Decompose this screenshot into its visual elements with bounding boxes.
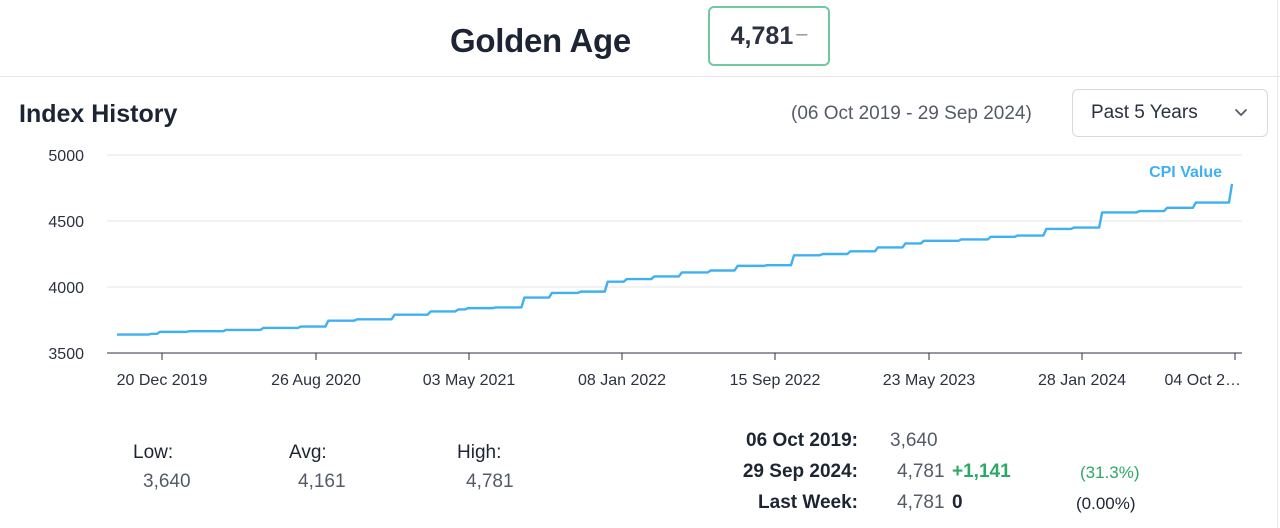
x-tick-label: 08 Jan 2022 — [578, 372, 666, 389]
x-tick-label: 20 Dec 2019 — [117, 372, 208, 389]
comparison-label-start: 06 Oct 2019: — [746, 430, 858, 451]
comparison-value-week: 4,781 — [897, 492, 945, 513]
comparison-change-end: +1,141 — [952, 461, 1011, 482]
stat-avg-label: Avg: — [289, 442, 327, 463]
current-value-box: 4,781 – — [708, 6, 830, 66]
stat-avg: Avg: — [289, 442, 327, 464]
index-history-chart: 3500 4000 4500 5000 20 Dec 2019 26 Aug 2020 03… — [48, 148, 1242, 389]
stat-avg-value: 4,161 — [298, 471, 346, 492]
comparison-pct-week: (0.00%) — [1076, 494, 1136, 513]
y-tick-label: 5000 — [48, 148, 84, 165]
comparison-value-start: 3,640 — [890, 430, 938, 451]
page-title: Golden Age — [450, 22, 631, 59]
stat-avg-value-wrap: 4,161 — [298, 471, 346, 493]
current-value: 4,781 — [730, 21, 794, 50]
y-tick-label: 4000 — [48, 280, 84, 297]
stat-high-value: 4,781 — [466, 471, 514, 492]
x-tick-label: 03 May 2021 — [423, 372, 516, 389]
comparison-label-end: 29 Sep 2024: — [742, 461, 858, 482]
stat-low-value-wrap: 3,640 — [143, 471, 191, 493]
header-bar: Golden Age 4,781 – — [0, 0, 1280, 77]
comparison-label-week: Last Week: — [758, 492, 858, 513]
stat-low-label: Low: — [133, 442, 174, 463]
stat-low-value: 3,640 — [143, 471, 191, 492]
period-select-value: Past 5 Years — [1091, 102, 1198, 123]
stat-low: Low: — [133, 442, 173, 464]
x-tick-label: 26 Aug 2020 — [271, 372, 361, 389]
x-tick-label: 23 May 2023 — [883, 372, 976, 389]
y-tick-label: 3500 — [48, 346, 84, 363]
panel-edge — [1277, 0, 1278, 528]
stat-high: High: — [457, 442, 501, 464]
legend-cpi-value: CPI Value — [1149, 164, 1222, 181]
comparison-pct-end: (31.3%) — [1080, 463, 1140, 482]
x-tick-label: 15 Sep 2022 — [730, 372, 821, 389]
period-select[interactable]: Past 5 Years — [1072, 89, 1268, 137]
change-marker: – — [796, 22, 808, 45]
series-line-cpi-value — [117, 183, 1234, 336]
comparison-value-end: 4,781 — [897, 461, 945, 482]
stat-high-label: High: — [457, 442, 502, 463]
comparison-change-week: 0 — [952, 492, 963, 513]
y-tick-label: 4500 — [48, 214, 84, 231]
section-title: Index History — [19, 100, 178, 128]
stat-high-value-wrap: 4,781 — [466, 471, 514, 493]
date-range: (06 Oct 2019 - 29 Sep 2024) — [791, 103, 1032, 124]
x-tick-label: 04 Oct 2… — [1165, 372, 1241, 389]
chevron-down-icon — [1235, 109, 1247, 116]
x-tick-label: 28 Jan 2024 — [1038, 372, 1126, 389]
